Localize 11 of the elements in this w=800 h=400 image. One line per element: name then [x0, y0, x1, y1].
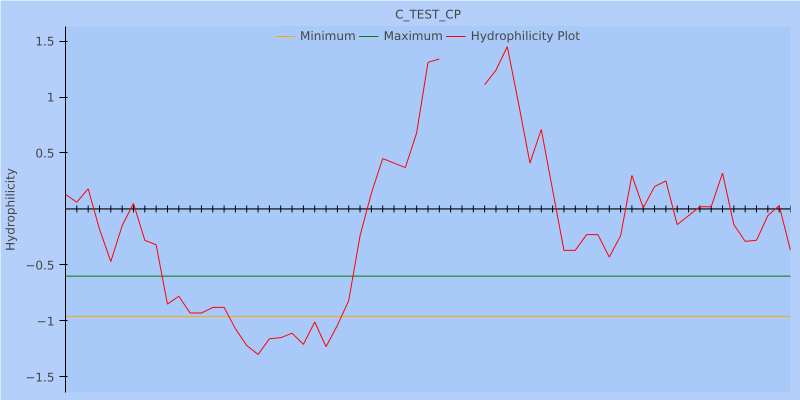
legend-label: Minimum [300, 29, 356, 43]
y-tick-label: −0.5 [25, 258, 54, 272]
y-tick-label: 1.5 [35, 34, 55, 49]
legend-label: Maximum [384, 29, 443, 43]
y-tick-label: 0.5 [35, 146, 55, 160]
y-tick-label: 1 [46, 90, 55, 105]
chart-title: C_TEST_CP [395, 8, 461, 22]
legend-label: Hydrophilicity Plot [470, 29, 580, 43]
y-tick-label: −1.5 [25, 370, 54, 384]
y-tick-label: −1 [36, 314, 55, 328]
y-axis-title: Hydrophilicity [3, 168, 18, 251]
